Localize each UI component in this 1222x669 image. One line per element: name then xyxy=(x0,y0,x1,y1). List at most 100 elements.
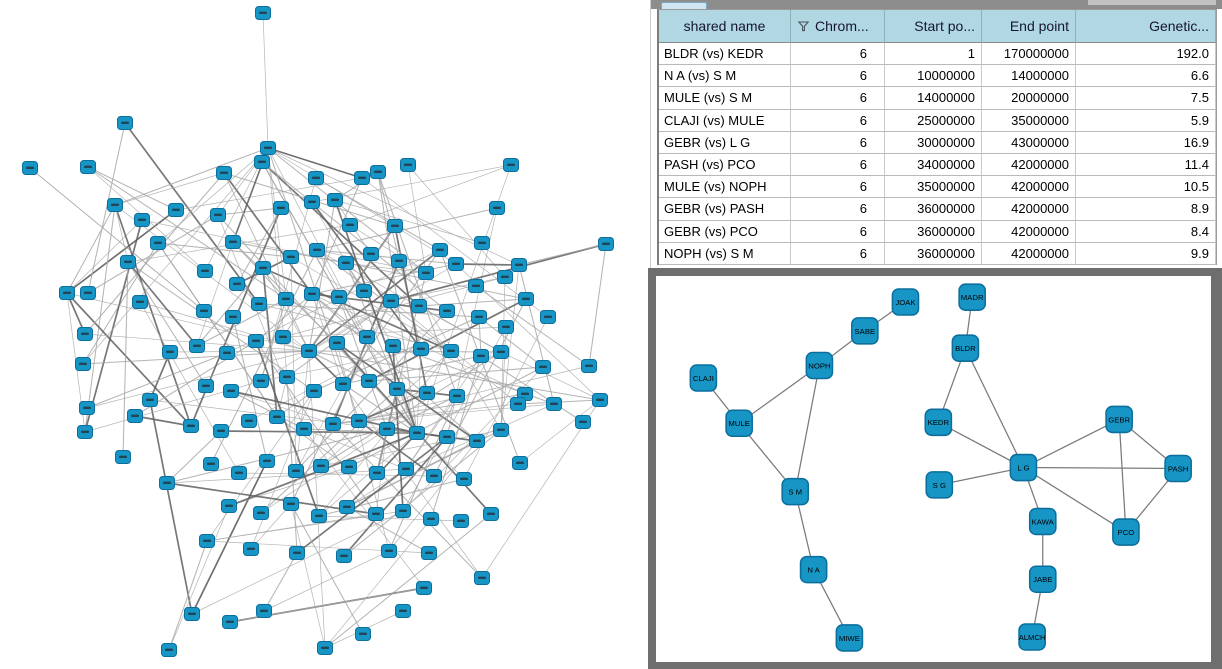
network-node[interactable] xyxy=(168,203,184,217)
network-node[interactable]: JOAK xyxy=(891,288,920,316)
network-node[interactable]: S G xyxy=(925,471,954,499)
network-node[interactable] xyxy=(575,415,591,429)
network-node[interactable] xyxy=(327,193,343,207)
network-node[interactable] xyxy=(273,201,289,215)
network-node[interactable] xyxy=(304,195,320,209)
network-node[interactable] xyxy=(251,297,267,311)
network-node[interactable] xyxy=(241,414,257,428)
network-node[interactable] xyxy=(197,264,213,278)
network-node[interactable] xyxy=(255,6,271,20)
network-node[interactable] xyxy=(225,235,241,249)
network-node[interactable] xyxy=(418,266,434,280)
network-node[interactable] xyxy=(592,393,608,407)
network-node[interactable] xyxy=(189,339,205,353)
network-node[interactable] xyxy=(581,359,597,373)
network-node[interactable] xyxy=(359,330,375,344)
network-node[interactable] xyxy=(483,507,499,521)
network-node[interactable] xyxy=(395,504,411,518)
table-row[interactable]: GEBR (vs) L G 6 30000000 43000000 16.9 xyxy=(659,131,1216,154)
network-node[interactable]: MIWE xyxy=(835,624,864,652)
network-node[interactable] xyxy=(535,360,551,374)
network-node[interactable] xyxy=(198,379,214,393)
network-node[interactable] xyxy=(419,386,435,400)
network-node[interactable] xyxy=(453,514,469,528)
network-node[interactable] xyxy=(338,256,354,270)
network-node[interactable] xyxy=(219,346,235,360)
network-node[interactable]: KEDR xyxy=(924,408,953,437)
network-node[interactable]: L G xyxy=(1009,453,1038,482)
network-node[interactable] xyxy=(255,261,271,275)
overview-network-canvas[interactable] xyxy=(0,0,648,669)
network-node[interactable] xyxy=(456,472,472,486)
network-node[interactable] xyxy=(341,460,357,474)
table-tab-sliver[interactable] xyxy=(661,2,707,9)
network-node[interactable] xyxy=(325,417,341,431)
network-node[interactable] xyxy=(409,426,425,440)
network-node[interactable] xyxy=(474,236,490,250)
network-node[interactable] xyxy=(598,237,614,251)
network-node[interactable] xyxy=(275,330,291,344)
network-node[interactable] xyxy=(199,534,215,548)
network-node[interactable] xyxy=(413,342,429,356)
network-node[interactable]: NOPH xyxy=(805,351,834,380)
network-node[interactable]: CLAJI xyxy=(689,364,718,392)
network-node[interactable] xyxy=(306,384,322,398)
network-node[interactable] xyxy=(283,250,299,264)
subnetwork-canvas[interactable]: JOAK MADR SABE BLDR NOPH CLAJI KEDR GEBR MULE L G… xyxy=(656,276,1211,662)
network-node[interactable] xyxy=(120,255,136,269)
network-node[interactable] xyxy=(432,243,448,257)
network-node[interactable] xyxy=(80,160,96,174)
network-node[interactable]: MULE xyxy=(725,409,753,438)
network-node[interactable]: ALMCH xyxy=(1018,623,1046,651)
network-node[interactable]: KAWA xyxy=(1028,507,1057,536)
network-node[interactable] xyxy=(256,604,272,618)
network-node[interactable] xyxy=(355,627,371,641)
network-node[interactable] xyxy=(471,310,487,324)
network-node[interactable] xyxy=(311,509,327,523)
network-node[interactable] xyxy=(79,401,95,415)
network-node[interactable] xyxy=(489,201,505,215)
network-node[interactable] xyxy=(339,500,355,514)
column-header-end-point[interactable]: End point xyxy=(982,10,1076,43)
network-node[interactable] xyxy=(354,171,370,185)
network-node[interactable] xyxy=(498,320,514,334)
network-node[interactable] xyxy=(80,286,96,300)
network-node[interactable] xyxy=(134,213,150,227)
network-node[interactable] xyxy=(142,393,158,407)
network-node[interactable] xyxy=(243,542,259,556)
network-node[interactable] xyxy=(117,116,133,130)
column-header-shared-name[interactable]: shared name xyxy=(659,10,791,43)
network-node[interactable] xyxy=(368,507,384,521)
subnetwork-view[interactable]: JOAK MADR SABE BLDR NOPH CLAJI KEDR GEBR MULE L G… xyxy=(648,268,1222,669)
network-node[interactable] xyxy=(196,304,212,318)
network-node[interactable] xyxy=(253,374,269,388)
network-node[interactable] xyxy=(259,454,275,468)
network-node[interactable] xyxy=(356,284,372,298)
network-node[interactable]: GEBR xyxy=(1105,405,1133,434)
network-node[interactable] xyxy=(183,419,199,433)
table-row[interactable]: GEBR (vs) PCO 6 36000000 42000000 8.4 xyxy=(659,220,1216,243)
network-node[interactable] xyxy=(546,397,562,411)
network-node[interactable] xyxy=(351,414,367,428)
network-node[interactable] xyxy=(443,344,459,358)
network-node[interactable] xyxy=(254,155,270,169)
network-node[interactable] xyxy=(510,397,526,411)
column-header-chrom-[interactable]: Chrom... xyxy=(791,10,885,43)
network-node[interactable] xyxy=(497,270,513,284)
network-node[interactable] xyxy=(150,236,166,250)
network-node[interactable]: S M xyxy=(781,477,810,506)
network-node[interactable] xyxy=(469,434,485,448)
network-node[interactable] xyxy=(222,615,238,629)
network-node[interactable] xyxy=(391,254,407,268)
network-node[interactable] xyxy=(248,334,264,348)
column-header-start-po-[interactable]: Start po... xyxy=(885,10,982,43)
network-node[interactable] xyxy=(421,546,437,560)
network-node[interactable] xyxy=(439,430,455,444)
network-node[interactable] xyxy=(304,287,320,301)
network-node[interactable] xyxy=(107,198,123,212)
network-node[interactable]: PASH xyxy=(1164,454,1192,483)
network-node[interactable] xyxy=(474,571,490,585)
network-node[interactable] xyxy=(59,286,75,300)
network-node[interactable] xyxy=(203,457,219,471)
network-node[interactable] xyxy=(423,512,439,526)
